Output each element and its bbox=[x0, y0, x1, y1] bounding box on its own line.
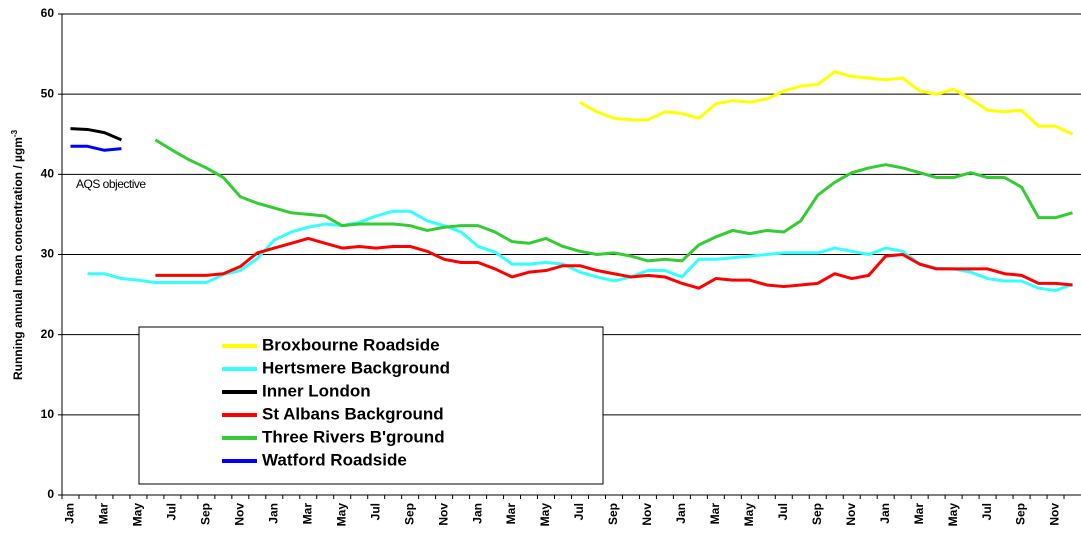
x-tick-label: Nov bbox=[232, 503, 246, 526]
x-tick-label: Jan bbox=[878, 503, 892, 524]
annotation: AQS objective bbox=[76, 177, 146, 191]
legend-label: Watford Roadside bbox=[262, 450, 407, 469]
x-tick-label: Sep bbox=[810, 503, 824, 525]
x-tick-label: Nov bbox=[844, 503, 858, 526]
y-axis-label-text: Running annual mean concentration / µgm bbox=[11, 137, 25, 380]
x-tick-label: Jul bbox=[776, 503, 790, 520]
x-tick-label: May bbox=[946, 503, 960, 527]
y-tick-label: 0 bbox=[47, 487, 54, 501]
series-line bbox=[154, 138, 1073, 263]
x-tick-label: Nov bbox=[436, 503, 450, 526]
y-axis-label-sup: -3 bbox=[10, 129, 19, 137]
x-tick-label: May bbox=[742, 503, 756, 527]
legend-box bbox=[138, 326, 604, 485]
legend-label: Inner London bbox=[262, 381, 371, 400]
y-tick-label: 40 bbox=[41, 167, 55, 181]
x-tick-label: Mar bbox=[912, 503, 926, 525]
x-tick-label: Jan bbox=[470, 503, 484, 524]
x-tick-label: May bbox=[131, 503, 145, 527]
x-tick-label: Jul bbox=[572, 503, 586, 520]
series-line bbox=[579, 70, 1074, 136]
y-tick-label: 50 bbox=[41, 86, 55, 100]
y-tick-label: 20 bbox=[41, 327, 55, 341]
x-tick-label: Mar bbox=[97, 503, 111, 525]
x-tick-label: May bbox=[538, 503, 552, 527]
x-tick-label: Sep bbox=[1014, 503, 1028, 525]
legend-label: Three Rivers B'ground bbox=[262, 427, 445, 446]
y-axis-label: Running annual mean concentration / µgm-… bbox=[10, 129, 25, 380]
x-tick-label: Mar bbox=[300, 503, 314, 525]
series-line bbox=[70, 127, 123, 142]
legend-label: Hertsmere Background bbox=[262, 358, 450, 377]
legend-label: St Albans Background bbox=[262, 404, 444, 423]
x-tick-label: Nov bbox=[640, 503, 654, 526]
x-tick-label: Jul bbox=[980, 503, 994, 520]
legend-label: Broxbourne Roadside bbox=[262, 335, 440, 354]
y-tick-label: 30 bbox=[41, 247, 55, 261]
x-tick-label: Jan bbox=[266, 503, 280, 524]
x-tick-label: Jan bbox=[63, 503, 77, 524]
x-tick-label: Mar bbox=[708, 503, 722, 525]
y-tick-label: 60 bbox=[41, 6, 55, 20]
series-line bbox=[70, 144, 122, 152]
y-tick-label: 10 bbox=[41, 407, 55, 421]
series-line bbox=[87, 209, 1074, 293]
x-tick-label: Jul bbox=[368, 503, 382, 520]
x-tick-label: Nov bbox=[1048, 503, 1062, 526]
x-tick-label: Jul bbox=[165, 503, 179, 520]
x-tick-label: Mar bbox=[504, 503, 518, 525]
x-tick-label: Jan bbox=[674, 503, 688, 524]
series-line bbox=[155, 236, 1073, 290]
x-tick-label: May bbox=[334, 503, 348, 527]
x-tick-label: Sep bbox=[402, 503, 416, 525]
x-tick-label: Sep bbox=[606, 503, 620, 525]
x-tick-label: Sep bbox=[199, 503, 213, 525]
